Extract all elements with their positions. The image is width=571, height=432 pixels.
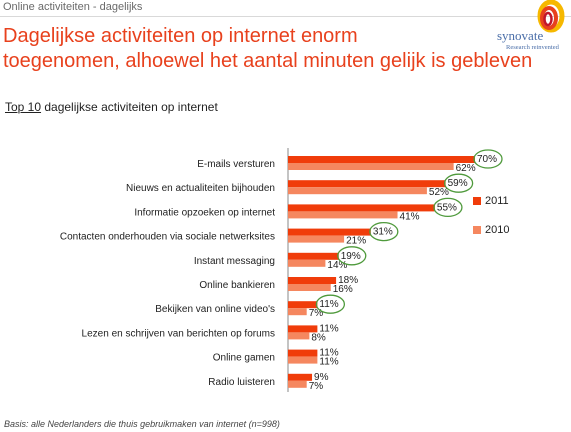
legend-label-2010: 2010 — [485, 224, 510, 236]
bar-2010 — [288, 284, 331, 291]
data-label-2011: 59% — [448, 178, 468, 189]
chart-title-rest: dagelijkse activiteiten op internet — [41, 100, 218, 114]
synovate-logo-mark — [537, 0, 565, 33]
footnote: Basis: alle Nederlanders die thuis gebru… — [4, 419, 280, 429]
bar-2011 — [288, 349, 318, 357]
data-label-2011: 9% — [314, 372, 329, 383]
page-title: Dagelijkse activiteiten op internet enor… — [3, 24, 563, 74]
bar-2011 — [288, 301, 318, 309]
highlight-circle — [443, 173, 474, 193]
logo-wordmark: synovate — [497, 28, 544, 43]
category-label: Lezen en schrijven van berichten op foru… — [82, 328, 275, 339]
highlight-circle — [369, 221, 399, 242]
section-label: Online activiteiten - dagelijks — [3, 1, 143, 13]
bar-2010 — [288, 259, 326, 267]
category-label: E-mails versturen — [197, 159, 275, 170]
data-label-2010: 62% — [456, 163, 476, 174]
data-label-2011: 70% — [477, 154, 497, 165]
data-label-2011: 31% — [373, 227, 393, 238]
data-label-2011: 19% — [341, 251, 361, 262]
legend-label-2011: 2011 — [485, 195, 509, 207]
legend-item-2010: 2010 — [473, 224, 509, 236]
data-label-2010: 7% — [309, 308, 324, 319]
data-label-2010: 7% — [309, 381, 324, 392]
legend-swatch-2011 — [473, 197, 481, 206]
data-label-2010: 8% — [311, 332, 326, 343]
bar-2011 — [288, 252, 339, 260]
bar-2010 — [288, 163, 454, 170]
category-label: Online bankieren — [199, 280, 275, 291]
legend-item-2011: 2011 — [473, 195, 509, 207]
bar-2010 — [288, 332, 310, 340]
highlight-circle — [315, 294, 346, 314]
chart-title-lead: Top 10 — [5, 100, 42, 114]
highlight-circle — [473, 149, 503, 169]
page-title-line-1: Dagelijkse activiteiten op internet enor… — [3, 25, 358, 47]
highlight-circle — [337, 246, 367, 266]
bar-2010 — [288, 187, 427, 195]
bar-2010 — [288, 235, 345, 243]
data-label-2010: 41% — [400, 211, 420, 222]
data-label-2011: 11% — [319, 348, 338, 359]
bar-2011 — [288, 277, 337, 284]
bar-2011 — [288, 156, 475, 163]
data-label-2011: 55% — [437, 202, 457, 213]
category-label: Informatie opzoeken op internet — [134, 207, 275, 218]
data-label-2011: 18% — [338, 275, 358, 286]
page-title-line-2: toegenomen, alhoewel het aantal minuten … — [3, 50, 533, 72]
logo-tagline: Research reinvented — [506, 44, 559, 51]
data-label-2011: 11% — [319, 299, 338, 310]
bar-2010 — [288, 380, 307, 388]
category-label: Online gamen — [213, 353, 275, 364]
highlight-circle — [433, 197, 463, 218]
category-label: Nieuws en actualiteiten bijhouden — [126, 183, 275, 194]
data-label-2010: 11% — [319, 357, 338, 368]
bar-chart: E-mails versturen 70%62% Nieuws en actuali… — [60, 148, 503, 392]
bar-2010 — [288, 308, 307, 316]
synovate-logo: synovate Research reinvented — [493, 0, 571, 56]
bar-2010 — [288, 211, 398, 219]
legend-swatch-2010 — [473, 226, 481, 235]
bar-2011 — [288, 373, 313, 381]
bar-2010 — [288, 356, 318, 364]
category-label: Bekijken van online video's — [155, 304, 275, 315]
bar-2011 — [288, 325, 318, 333]
bar-2011 — [288, 204, 435, 212]
category-label: Instant messaging — [194, 256, 275, 267]
data-label-2010: 21% — [346, 236, 366, 247]
data-label-2010: 14% — [327, 260, 347, 271]
data-label-2011: 11% — [319, 323, 338, 334]
bar-2011 — [288, 180, 446, 188]
data-label-2010: 52% — [429, 187, 449, 198]
chart-title: Top 10 dagelijkse activiteiten op intern… — [5, 100, 218, 114]
category-label: Contacten onderhouden via sociale netwer… — [60, 232, 275, 243]
category-label: Radio luisteren — [208, 377, 275, 388]
data-label-2010: 16% — [333, 284, 353, 295]
bar-2011 — [288, 228, 371, 236]
header-rule — [0, 16, 571, 17]
